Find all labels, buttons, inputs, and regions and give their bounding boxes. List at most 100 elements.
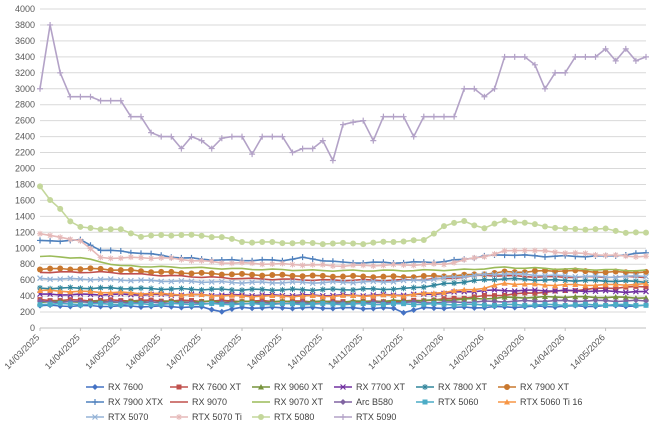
data-point [471, 85, 478, 92]
legend-item: RX 7600 [86, 382, 143, 392]
data-point [592, 53, 599, 60]
data-point [47, 232, 54, 239]
data-point [592, 297, 599, 304]
data-point [632, 272, 639, 279]
data-point [572, 287, 579, 294]
data-point [531, 287, 538, 293]
data-point [441, 261, 447, 268]
data-point [491, 271, 498, 278]
data-point [542, 85, 548, 92]
data-point [199, 301, 205, 307]
data-point [501, 53, 508, 60]
data-point [542, 247, 548, 254]
series-rtx-5090 [37, 21, 649, 164]
data-point [390, 305, 397, 312]
data-point [127, 277, 134, 284]
data-point [602, 45, 609, 52]
data-point [643, 253, 649, 260]
data-point [249, 271, 256, 278]
data-point [552, 297, 559, 304]
data-point [259, 133, 266, 140]
legend-label: RTX 5070 Ti [192, 412, 242, 422]
data-point [340, 302, 346, 308]
data-point [400, 261, 407, 268]
data-point [37, 302, 43, 308]
data-point [461, 286, 468, 293]
data-point [512, 291, 518, 297]
data-point [542, 290, 548, 296]
data-point [107, 284, 114, 291]
data-point [411, 302, 417, 308]
data-point [451, 287, 458, 294]
data-point [370, 274, 377, 281]
data-point [158, 290, 165, 296]
data-point [613, 302, 619, 308]
data-point [511, 270, 518, 277]
data-point [107, 97, 114, 104]
data-point [410, 262, 417, 269]
data-point [97, 289, 104, 296]
legend-item: RTX 5060 Ti 16 [498, 397, 582, 407]
data-point [643, 294, 649, 301]
data-point [390, 113, 397, 120]
data-point [430, 230, 437, 237]
data-point [117, 247, 124, 254]
data-point [340, 239, 346, 246]
data-point [279, 260, 286, 267]
data-point [602, 281, 609, 287]
data-point [441, 280, 447, 287]
data-point [360, 241, 367, 248]
data-point [269, 238, 276, 245]
data-point [603, 302, 609, 308]
data-point [572, 293, 579, 300]
data-point [138, 233, 144, 240]
data-point [138, 301, 144, 307]
data-point [380, 286, 387, 293]
data-point [87, 265, 94, 272]
x-tick-label: 14/08/2025 [204, 332, 243, 371]
data-point [218, 278, 225, 285]
data-point [481, 271, 488, 278]
data-point [148, 285, 155, 292]
data-point [67, 218, 74, 225]
data-point [613, 285, 619, 291]
data-point [168, 286, 175, 293]
x-axis-tick-labels: 14/03/2025 14/04/2025 14/05/2025 14/06/2025… [2, 328, 607, 371]
y-axis-tick-labels: 0 200 400 600 800 1000 1200 1400 1600 1800 2000 220… [15, 4, 35, 333]
data-point [178, 292, 185, 298]
data-point [329, 278, 336, 285]
data-point [77, 223, 84, 230]
data-point [168, 291, 175, 297]
data-point [430, 113, 437, 120]
data-point [289, 149, 296, 156]
data-point [643, 280, 649, 286]
series-rx-9070 [39, 270, 647, 282]
data-point [57, 288, 64, 294]
data-point [370, 137, 377, 144]
data-point [521, 297, 528, 304]
data-point [532, 290, 538, 296]
legend-item: RX 7900 XTX [86, 397, 163, 407]
data-point [370, 292, 377, 299]
data-point [420, 284, 427, 291]
legend-item: RX 7800 XT [416, 382, 488, 392]
data-point [329, 286, 336, 293]
data-point [239, 239, 245, 246]
series-line [39, 255, 647, 273]
data-point [632, 288, 639, 295]
data-point [592, 277, 599, 284]
data-point [400, 277, 407, 284]
data-point [92, 399, 98, 405]
data-point [319, 241, 326, 248]
data-point [228, 133, 235, 140]
data-point [319, 286, 326, 293]
data-point [542, 288, 548, 294]
data-point [279, 240, 286, 247]
data-point [643, 229, 649, 236]
data-point [47, 301, 53, 307]
data-point [158, 254, 165, 261]
x-tick-label: 14/01/2026 [406, 332, 445, 371]
data-point [107, 255, 114, 262]
data-point [471, 277, 478, 284]
data-point [309, 292, 316, 299]
